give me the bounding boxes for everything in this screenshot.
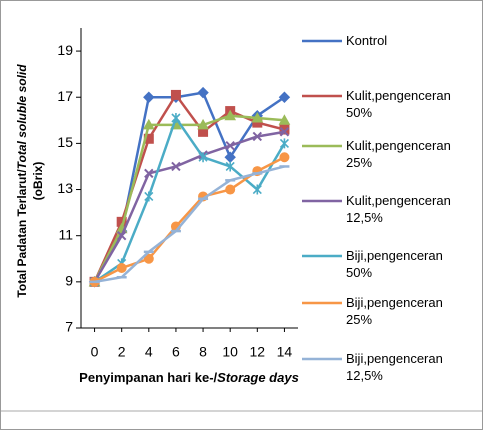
marker bbox=[143, 253, 154, 264]
marker bbox=[252, 184, 262, 195]
y-tick-label: 7 bbox=[65, 319, 73, 335]
y-label-part: Total Padatan Terlarut/ bbox=[15, 169, 29, 298]
x-tick-label: 12 bbox=[250, 344, 266, 360]
marker bbox=[278, 91, 291, 103]
x-label-part: Storage days bbox=[217, 370, 299, 385]
marker bbox=[144, 191, 154, 202]
legend-label: Kulit,pengenceran 25% bbox=[346, 138, 451, 170]
legend-label: Biji,pengenceran 12,5% bbox=[346, 351, 443, 383]
marker bbox=[278, 114, 291, 125]
series-line bbox=[93, 114, 285, 283]
x-tick-label: 4 bbox=[145, 344, 153, 360]
legend-label: Kulit,pengenceran 50% bbox=[346, 88, 451, 120]
legend-label: Kontrol bbox=[346, 33, 388, 48]
x-tick-label: 8 bbox=[199, 344, 207, 360]
y-label-part: (oBrix) bbox=[31, 162, 45, 201]
y-tick-label: 11 bbox=[58, 226, 73, 242]
y-label-part: Total soluble solid bbox=[15, 64, 29, 170]
y-tick-label: 19 bbox=[57, 42, 73, 58]
x-label-part: Penyimpanan hari ke-/ bbox=[79, 370, 217, 385]
y-tick-label: 15 bbox=[57, 134, 73, 150]
marker bbox=[171, 161, 181, 172]
legend-label: Biji,pengenceran 25% bbox=[346, 295, 443, 327]
y-tick-label: 13 bbox=[57, 180, 73, 196]
marker bbox=[279, 152, 290, 163]
marker bbox=[225, 140, 235, 151]
marker bbox=[251, 111, 264, 123]
marker bbox=[279, 127, 290, 137]
x-axis-label: Penyimpanan hari ke-/Storage days bbox=[79, 370, 299, 385]
y-tick-label: 17 bbox=[57, 88, 73, 104]
marker bbox=[198, 152, 208, 163]
marker bbox=[252, 131, 263, 142]
marker bbox=[116, 230, 127, 241]
y-axis-label: Total Padatan Terlarut/Total soluble sol… bbox=[15, 64, 45, 298]
marker bbox=[279, 138, 290, 149]
marker bbox=[225, 184, 236, 195]
marker bbox=[224, 109, 237, 121]
marker bbox=[197, 86, 209, 99]
marker bbox=[171, 113, 181, 123]
x-tick-label: 14 bbox=[277, 344, 293, 360]
y-tick-label: 9 bbox=[65, 273, 73, 289]
x-tick-label: 6 bbox=[172, 344, 180, 360]
marker bbox=[143, 91, 155, 103]
marker bbox=[142, 118, 155, 130]
marker bbox=[225, 161, 235, 172]
x-tick-label: 0 bbox=[91, 344, 99, 360]
marker bbox=[170, 89, 181, 100]
marker bbox=[144, 168, 154, 179]
series-line bbox=[93, 130, 285, 283]
marker bbox=[197, 118, 209, 130]
x-tick-label: 10 bbox=[222, 344, 238, 360]
legend-label: Kulit,pengenceran 12,5% bbox=[346, 193, 451, 225]
x-tick-label: 2 bbox=[118, 344, 126, 360]
marker bbox=[116, 263, 127, 273]
marker bbox=[279, 124, 290, 135]
legend-label: Biji,pengenceran 50% bbox=[346, 248, 443, 280]
series-line bbox=[93, 115, 286, 283]
